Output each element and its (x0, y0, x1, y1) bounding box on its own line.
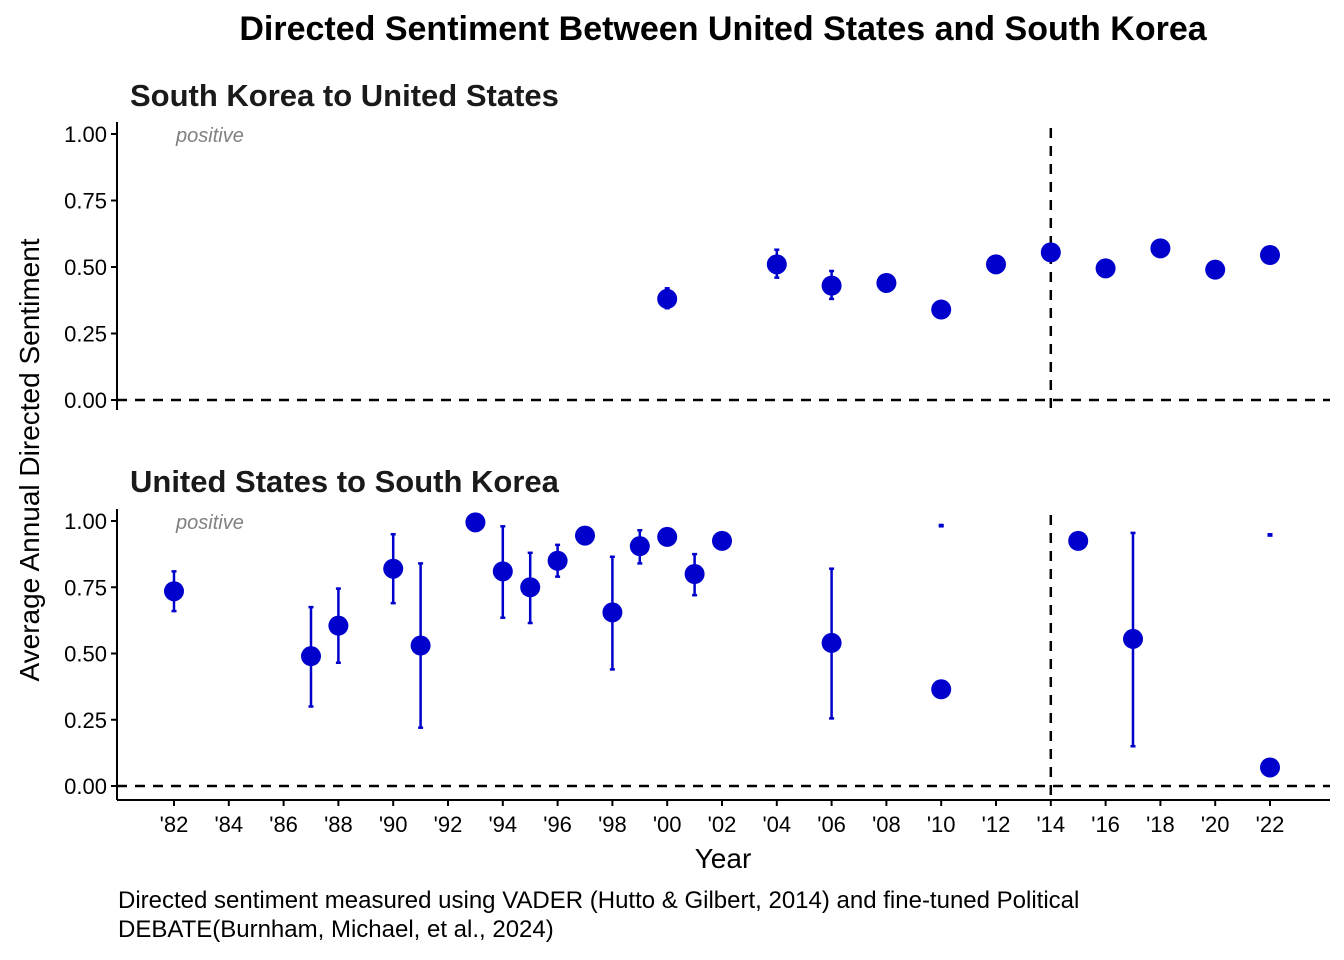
data-point (547, 550, 568, 571)
x-tick-label: '96 (543, 812, 572, 837)
panel-title: South Korea to United States (130, 78, 559, 113)
y-tick-label: 0.00 (64, 774, 107, 799)
data-point (1040, 242, 1061, 263)
y-tick-label: 1.00 (64, 122, 107, 147)
x-tick-label: '98 (598, 812, 627, 837)
data-point (1150, 238, 1171, 259)
data-point (1260, 757, 1280, 778)
x-tick-label: '88 (324, 812, 353, 837)
x-tick-label: '04 (762, 812, 791, 837)
data-point (575, 525, 595, 546)
x-axis-title: Year (695, 843, 752, 874)
data-point (1260, 245, 1280, 266)
x-tick-label: '14 (1036, 812, 1065, 837)
chart-title: Directed Sentiment Between United States… (239, 10, 1207, 48)
data-point (821, 632, 842, 653)
x-tick-label: '00 (653, 812, 682, 837)
x-tick-label: '16 (1091, 812, 1120, 837)
positive-annotation: positive (175, 512, 244, 534)
data-point (876, 272, 897, 293)
data-point (1068, 530, 1089, 551)
y-tick-label: 0.25 (64, 322, 107, 347)
x-tick-label: '90 (379, 812, 408, 837)
x-tick-label: '22 (1256, 812, 1285, 837)
x-tick-label: '08 (872, 812, 901, 837)
x-tick-label: '18 (1146, 812, 1175, 837)
x-tick-label: '92 (434, 812, 463, 837)
data-point (931, 299, 952, 320)
data-point (1095, 258, 1116, 279)
data-point (520, 577, 541, 598)
data-point (766, 254, 787, 275)
x-tick-label: '20 (1201, 812, 1230, 837)
data-point (410, 635, 431, 656)
data-point (164, 581, 184, 602)
x-tick-label: '86 (269, 812, 298, 837)
y-tick-label: 0.25 (64, 708, 107, 733)
data-point (712, 530, 732, 551)
panel-title: United States to South Korea (130, 464, 560, 499)
x-tick-label: '94 (488, 812, 517, 837)
x-tick-label: '12 (982, 812, 1011, 837)
x-tick-label: '02 (708, 812, 737, 837)
data-point (492, 561, 513, 582)
y-tick-label: 0.75 (64, 189, 107, 214)
data-point (328, 615, 349, 636)
y-tick-label: 1.00 (64, 509, 107, 534)
data-point (657, 526, 678, 547)
y-tick-label: 0.75 (64, 575, 107, 600)
y-axis-title: Average Annual Directed Sentiment (14, 238, 45, 681)
data-point (684, 564, 705, 584)
data-point (657, 288, 678, 309)
data-point (465, 512, 486, 533)
x-tick-label: '06 (817, 812, 846, 837)
data-point (986, 254, 1006, 275)
caption: Directed sentiment measured using VADER … (118, 887, 1080, 943)
data-point (602, 602, 623, 623)
data-point (931, 679, 952, 700)
panel-2: United States to South Korea positive 0.00… (64, 464, 1330, 837)
data-point (629, 536, 650, 557)
panel-1: South Korea to United States positive 0.00… (64, 78, 1330, 413)
y-tick-label: 0.50 (64, 642, 107, 667)
data-point (301, 646, 321, 667)
data-point (821, 275, 842, 296)
x-tick-label: '82 (160, 812, 189, 837)
x-tick-label: '10 (927, 812, 956, 837)
x-tick-label: '84 (214, 812, 243, 837)
data-point (383, 558, 404, 579)
positive-annotation: positive (175, 125, 244, 147)
y-tick-label: 0.00 (64, 388, 107, 413)
y-tick-label: 0.50 (64, 255, 107, 280)
panels: South Korea to United States positive 0.00… (64, 78, 1330, 837)
data-point (1205, 259, 1226, 280)
data-point (1123, 628, 1143, 649)
